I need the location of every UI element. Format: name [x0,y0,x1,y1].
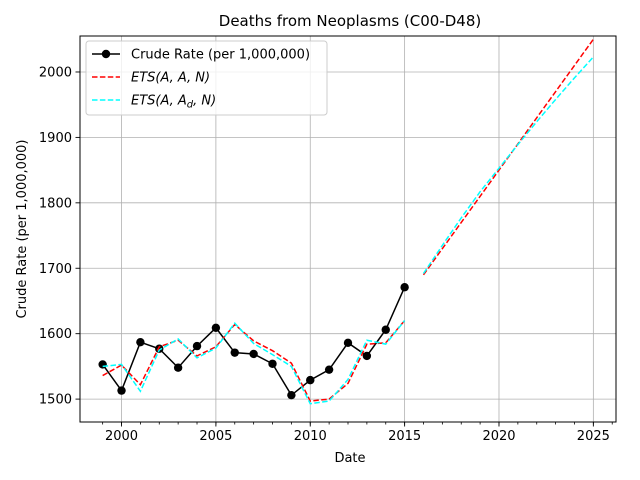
data-point [230,348,239,357]
series-line-3 [102,320,406,405]
data-point [400,283,409,292]
legend-marker-0 [101,49,111,59]
x-tick-label-2025: 2025 [577,429,610,444]
x-tick-label-2010: 2010 [294,429,327,444]
y-tick-label-1900: 1900 [39,131,72,146]
y-tick-label-1700: 1700 [39,262,72,277]
x-tick-label-2020: 2020 [482,429,515,444]
legend: Crude Rate (per 1,000,000) ETS(A, A, N) ET… [85,40,328,116]
data-point [136,337,145,347]
series-line-4 [422,56,594,274]
data-point [211,323,221,332]
series-line-1 [102,320,406,402]
data-point [98,360,107,369]
data-point [192,341,202,351]
y-tick-label-2000: 2000 [39,65,72,80]
legend-label-0: Crude Rate (per 1,000,000) [131,48,310,63]
data-point [287,390,296,400]
x-axis-label: Date [334,451,365,466]
data-point [343,338,353,348]
legend-box [85,40,328,116]
y-tick-label-1800: 1800 [39,196,72,211]
data-point [381,325,390,334]
y-axis-label: Crude Rate (per 1,000,000) [15,139,30,318]
data-point [155,344,164,353]
x-tick-label-2005: 2005 [199,429,232,444]
data-point [117,386,126,395]
axis-ticks: 2000 2005 2010 2015 2020 2025 1500 1600 1700 1800… [39,65,613,444]
data-point [306,375,315,385]
data-point [324,365,334,374]
data-point [362,351,372,361]
legend-label-2: ETS(A, Ad, N) [131,94,216,111]
series-layer [98,38,594,405]
data-point [268,359,277,368]
legend-label-1: ETS(A, A, N) [131,71,210,86]
y-tick-label-1500: 1500 [39,393,72,408]
data-point [249,349,258,359]
y-tick-label-1600: 1600 [39,327,72,342]
chart-title: Deaths from Neoplasms (C00-D48) [219,12,481,30]
x-tick-label-2000: 2000 [105,429,138,444]
x-tick-label-2015: 2015 [388,429,421,444]
data-point [173,363,183,372]
